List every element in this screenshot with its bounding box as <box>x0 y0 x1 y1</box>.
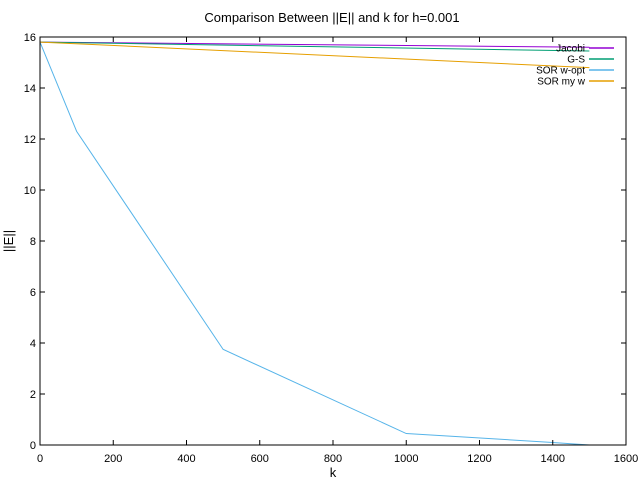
x-tick-label: 1000 <box>394 453 418 465</box>
legend-label-sor-my-w: SOR my w <box>537 77 586 88</box>
series-line-sor-my-w <box>39 41 590 69</box>
x-tick-label: 200 <box>104 453 122 465</box>
x-tick-label: 1200 <box>467 453 491 465</box>
y-tick-label: 10 <box>24 185 36 197</box>
y-tick-label: 12 <box>24 134 36 146</box>
chart-title: Comparison Between ||E|| and k for h=0.0… <box>204 10 459 25</box>
x-tick-label: 0 <box>37 453 43 465</box>
legend-label-sor-w-opt: SOR w-opt <box>536 66 585 77</box>
x-tick-label: 1400 <box>541 453 565 465</box>
legend-label-jacobi: Jacobi <box>556 44 585 55</box>
y-tick-label: 14 <box>24 83 36 95</box>
y-tick-label: 6 <box>30 287 36 299</box>
y-tick-label: 4 <box>30 338 36 350</box>
x-axis-label: k <box>330 465 337 480</box>
x-tick-label: 600 <box>251 453 269 465</box>
x-tick-label: 400 <box>177 453 195 465</box>
series-line-sor-w-opt <box>39 41 590 446</box>
y-axis: 0 2 4 6 8 10 12 14 16 <box>24 32 626 452</box>
series-line-g-s <box>39 41 590 52</box>
x-tick-label: 800 <box>324 453 342 465</box>
y-tick-label: 0 <box>30 440 36 452</box>
x-tick-label: 1600 <box>614 453 638 465</box>
y-tick-label: 16 <box>24 32 36 44</box>
series-line-jacobi <box>39 41 590 48</box>
y-axis-label: ||E|| <box>1 230 16 252</box>
legend-label-g-s: G-S <box>567 55 585 66</box>
y-tick-label: 2 <box>30 389 36 401</box>
x-axis: 0 200 400 600 800 1000 1200 1400 1600 <box>37 37 638 465</box>
series-layer <box>39 41 590 446</box>
y-tick-label: 8 <box>30 236 36 248</box>
